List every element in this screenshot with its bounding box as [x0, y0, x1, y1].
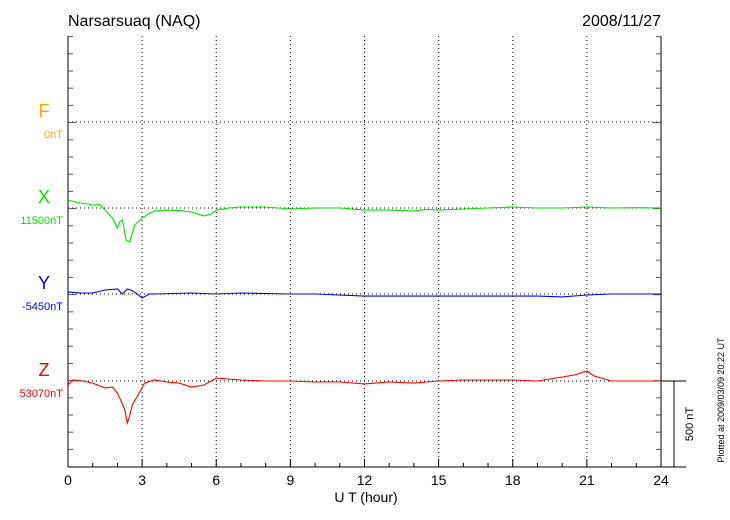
x-tick-label: 18 [505, 472, 521, 488]
x-axis-label: U T (hour) [334, 489, 397, 505]
series-line-z [67, 370, 661, 426]
baseline-label-y: -5450nT [22, 301, 63, 313]
baseline-label-z: 53070nT [20, 388, 64, 400]
series-name-z: Z [39, 360, 50, 380]
baseline-label-x: 11500nT [20, 215, 63, 227]
baseline-label-f: 0nT [44, 129, 63, 141]
series-name-y: Y [38, 273, 50, 293]
x-tick-label: 15 [431, 472, 447, 488]
series-name-f: F [39, 101, 50, 121]
scale-bar-label: 500 nT [684, 407, 696, 442]
series-name-x: X [38, 187, 50, 207]
x-tick-label: 6 [212, 472, 220, 488]
x-tick-label: 24 [653, 472, 669, 488]
series-line-x [67, 199, 662, 243]
chart-title: Narsarsuaq (NAQ) [68, 13, 200, 30]
x-tick-label: 12 [357, 472, 373, 488]
chart-date: 2008/11/27 [582, 13, 661, 30]
x-tick-label: 3 [138, 472, 146, 488]
x-tick-label: 21 [579, 472, 595, 488]
series-line-y [67, 288, 661, 299]
x-tick-label: 0 [64, 472, 72, 488]
x-tick-label: 9 [286, 472, 294, 488]
plotted-note: Plotted at 2009/03/09 20:22 UT [716, 337, 726, 463]
